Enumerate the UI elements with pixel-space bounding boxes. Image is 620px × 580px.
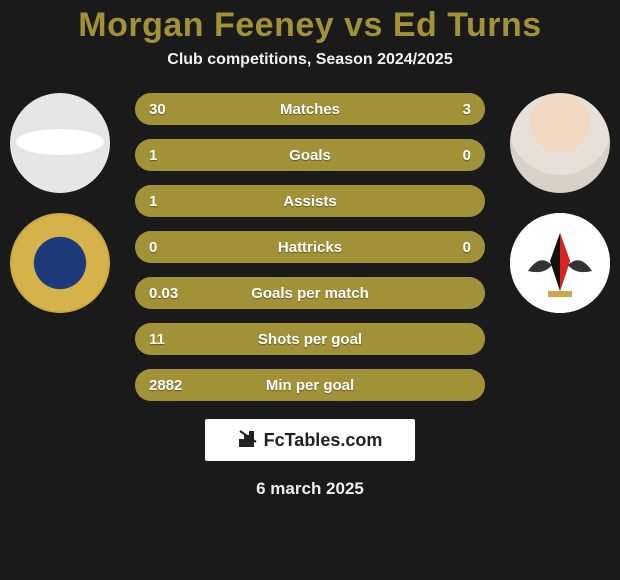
- comparison-card: Morgan Feeney vs Ed Turns Club competiti…: [0, 0, 620, 580]
- stat-value-right: 3: [463, 93, 471, 125]
- stat-bars: 30Matches31Goals01Assists0Hattricks00.03…: [135, 93, 485, 401]
- player-left-avatar: [10, 93, 110, 193]
- branding-text: FcTables.com: [264, 430, 383, 451]
- stat-row: 1Assists: [135, 185, 485, 217]
- stat-label: Shots per goal: [135, 323, 485, 355]
- club-right-crest: [510, 213, 610, 313]
- page-title: Morgan Feeney vs Ed Turns: [0, 6, 620, 45]
- stat-value-right: 0: [463, 139, 471, 171]
- content-area: 30Matches31Goals01Assists0Hattricks00.03…: [0, 93, 620, 401]
- stat-row: 0.03Goals per match: [135, 277, 485, 309]
- stat-label: Min per goal: [135, 369, 485, 401]
- stat-label: Goals: [135, 139, 485, 171]
- branding-badge[interactable]: FcTables.com: [205, 419, 415, 461]
- date-label: 6 march 2025: [0, 479, 620, 499]
- subtitle: Club competitions, Season 2024/2025: [0, 51, 620, 69]
- stat-row: 2882Min per goal: [135, 369, 485, 401]
- stat-label: Hattricks: [135, 231, 485, 263]
- stat-label: Matches: [135, 93, 485, 125]
- stat-label: Goals per match: [135, 277, 485, 309]
- stat-label: Assists: [135, 185, 485, 217]
- club-left-crest: [10, 213, 110, 313]
- stat-row: 1Goals0: [135, 139, 485, 171]
- chart-icon: [238, 428, 258, 453]
- stat-row: 11Shots per goal: [135, 323, 485, 355]
- stat-value-right: 0: [463, 231, 471, 263]
- player-right-avatar: [510, 93, 610, 193]
- stat-row: 0Hattricks0: [135, 231, 485, 263]
- stat-row: 30Matches3: [135, 93, 485, 125]
